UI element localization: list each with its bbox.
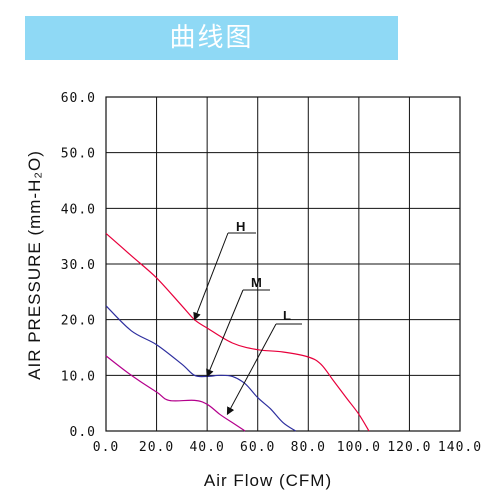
title-banner: 曲线图 xyxy=(25,16,398,60)
y-tick-label: 20.0 xyxy=(61,314,96,329)
series-l-line xyxy=(105,355,246,432)
y-axis-label: AIR PRESSURE (mm-H₂O) xyxy=(25,150,44,380)
x-tick-label: 40.0 xyxy=(189,440,224,455)
x-tick-label: 140.0 xyxy=(438,440,482,455)
annotation-l-label: L xyxy=(283,308,291,323)
annotation-h-label: H xyxy=(236,219,245,234)
grid xyxy=(105,96,461,432)
x-tick-label: 80.0 xyxy=(291,440,326,455)
y-tick-label: 30.0 xyxy=(61,258,96,273)
annotation-m-label: M xyxy=(251,275,262,290)
y-tick-label: 60.0 xyxy=(61,91,96,106)
annotation-h-arrow xyxy=(193,232,229,321)
annotation-layer: H M L xyxy=(193,219,302,416)
x-tick-label: 120.0 xyxy=(387,440,431,455)
annotation-l-arrow xyxy=(226,323,277,416)
x-tick-label: 100.0 xyxy=(337,440,381,455)
x-tick-label: 0.0 xyxy=(93,440,119,455)
tick-layer: 0.0 20.0 40.0 60.0 80.0 100.0 120.0 140.0 0.0 10.… xyxy=(61,91,482,455)
series-h-line xyxy=(105,232,370,432)
series-layer xyxy=(105,232,370,432)
chart-title: 曲线图 xyxy=(169,23,254,53)
series-m-line xyxy=(105,305,296,432)
y-tick-label: 0.0 xyxy=(70,425,96,440)
x-tick-label: 20.0 xyxy=(139,440,174,455)
y-tick-label: 50.0 xyxy=(61,147,96,162)
y-tick-label: 40.0 xyxy=(61,202,96,217)
x-axis-label: Air Flow (CFM) xyxy=(204,471,332,490)
x-tick-label: 60.0 xyxy=(240,440,275,455)
annotation-m-arrow xyxy=(206,289,244,378)
y-tick-label: 10.0 xyxy=(61,369,96,384)
